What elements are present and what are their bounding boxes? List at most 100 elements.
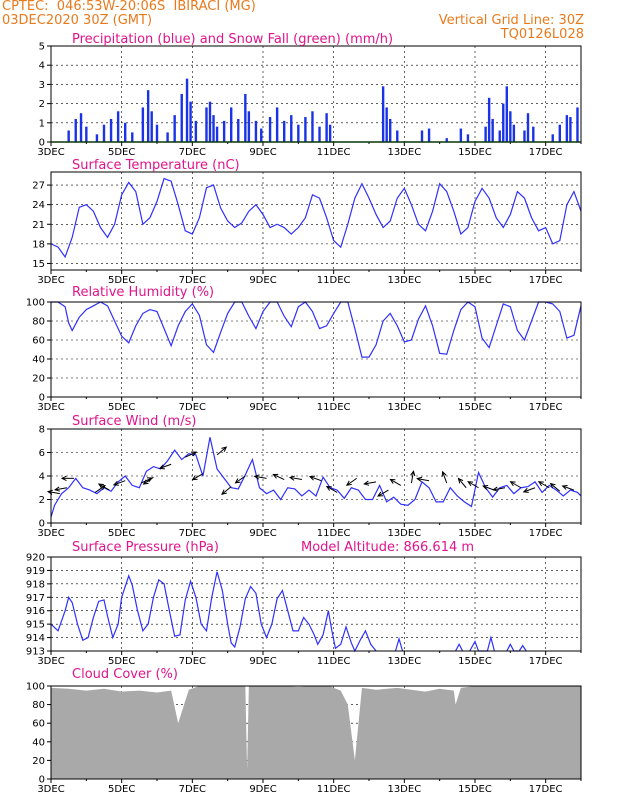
precip-ytick-label: 1 xyxy=(39,118,45,129)
pressure-frame xyxy=(50,556,582,652)
wind-vector-head xyxy=(410,470,416,477)
humidity-xtick-label: 9DEC xyxy=(249,402,276,413)
precip-bar xyxy=(141,107,145,142)
precip-bar xyxy=(260,128,263,142)
precip-bar xyxy=(222,120,226,142)
precip-bar xyxy=(79,113,83,142)
precip-bar xyxy=(275,107,279,142)
precip-bar xyxy=(254,120,258,142)
wind-vector xyxy=(289,476,302,481)
humidity-xtick-label: 13DEC xyxy=(387,402,421,413)
humidity-ytick-label: 20 xyxy=(32,374,45,385)
pressure-ytick-label: 913 xyxy=(26,647,45,658)
temperature-xtick-label: 17DEC xyxy=(529,275,563,286)
cloud-xtick-label: 7DEC xyxy=(179,784,206,795)
precip-bar xyxy=(74,118,77,142)
pressure-xtick-label: 3DEC xyxy=(37,656,64,667)
humidity-xtick-label: 17DEC xyxy=(529,402,563,413)
precip-bar xyxy=(565,115,569,142)
precip-bar xyxy=(297,124,300,142)
humidity-xtick-label: 15DEC xyxy=(458,402,492,413)
cloud-ytick-label: 60 xyxy=(32,719,45,730)
precip-bar xyxy=(185,78,189,142)
wind-xtick-label: 11DEC xyxy=(317,528,351,539)
wind-vector xyxy=(47,491,60,495)
pressure-line xyxy=(506,642,527,652)
wind-vector xyxy=(442,471,448,484)
precip-bar xyxy=(487,97,491,142)
precip-bar xyxy=(396,130,399,142)
precip-bar xyxy=(523,130,526,142)
temperature-title: Surface Temperature (nC) xyxy=(72,158,240,173)
wind-vector xyxy=(159,463,172,469)
wind-vector xyxy=(377,489,389,497)
wind-vector xyxy=(550,483,561,492)
wind-vector-head xyxy=(112,480,119,486)
wind-vector xyxy=(390,478,402,486)
wind-xtick-label: 17DEC xyxy=(529,528,563,539)
cloud-ytick-label: 80 xyxy=(32,700,45,711)
wind-frame xyxy=(50,428,582,524)
humidity-ytick-label: 0 xyxy=(39,393,45,404)
wind-vector-head xyxy=(288,475,295,481)
wind-vector-head xyxy=(457,477,464,484)
wind-vector xyxy=(417,478,430,482)
pressure-xtick-label: 11DEC xyxy=(317,656,351,667)
pressure-xtick-label: 15DEC xyxy=(458,656,492,667)
precip-bar xyxy=(205,107,208,142)
wind-vector-head xyxy=(308,475,316,481)
wind-vector-head xyxy=(272,473,279,479)
wind-vector xyxy=(538,481,550,489)
precip-bar xyxy=(445,138,448,142)
precip-bar xyxy=(109,118,113,142)
cloud-ytick-label: 40 xyxy=(32,737,45,748)
wind-vector-head xyxy=(549,482,556,489)
wind-ytick-label: 8 xyxy=(39,425,45,436)
wind-vector xyxy=(113,480,126,486)
precip-bar xyxy=(189,101,192,142)
pressure-ytick-label: 920 xyxy=(26,553,45,564)
precip-xtick-label: 17DEC xyxy=(529,147,563,158)
wind-vector-head xyxy=(191,475,198,481)
pressure-line xyxy=(394,636,404,652)
precip-bar xyxy=(569,117,572,142)
wind-vector xyxy=(309,476,322,482)
wind-vector xyxy=(458,478,467,489)
precip-bar xyxy=(505,86,508,142)
wind-vector-head xyxy=(509,481,516,487)
wind-vector xyxy=(326,486,338,493)
precip-xtick-label: 5DEC xyxy=(108,147,135,158)
humidity-xtick-label: 5DEC xyxy=(108,402,135,413)
wind-vector xyxy=(54,487,67,491)
pressure-xtick-label: 5DEC xyxy=(108,656,135,667)
cloud-ytick-label: 0 xyxy=(39,775,45,786)
precip-bar xyxy=(311,111,314,142)
wind-vector-head xyxy=(363,480,370,486)
wind-vector xyxy=(143,476,154,485)
cloud-xtick-label: 15DEC xyxy=(458,784,492,795)
cloud-xtick-label: 9DEC xyxy=(249,784,276,795)
wind-xtick-label: 3DEC xyxy=(37,528,64,539)
cloud-xtick-label: 3DEC xyxy=(37,784,64,795)
precip-bar xyxy=(498,130,501,142)
humidity-title: Relative Humidity (%) xyxy=(72,285,214,300)
precip-bar xyxy=(166,132,169,142)
vertical-grid-note: Vertical Grid Line: 30Z xyxy=(438,13,584,28)
wind-vector xyxy=(221,486,232,495)
pressure-ytick-label: 915 xyxy=(26,620,45,631)
precip-ytick-label: 0 xyxy=(39,138,45,149)
precip-bar xyxy=(459,128,463,142)
wind-vector-head xyxy=(389,478,396,484)
precip-xtick-label: 9DEC xyxy=(249,147,276,158)
wind-vector xyxy=(254,475,267,479)
temperature-ytick-label: 21 xyxy=(32,220,45,231)
humidity-xtick-label: 11DEC xyxy=(317,402,351,413)
precip-bar xyxy=(325,113,328,142)
precip-bar xyxy=(124,122,127,142)
precip-bar xyxy=(290,115,293,142)
cloud-xtick-label: 5DEC xyxy=(108,784,135,795)
wind-vector-head xyxy=(467,481,474,487)
precip-bar xyxy=(558,124,561,142)
wind-vector xyxy=(346,477,357,486)
wind-vector xyxy=(493,487,506,491)
